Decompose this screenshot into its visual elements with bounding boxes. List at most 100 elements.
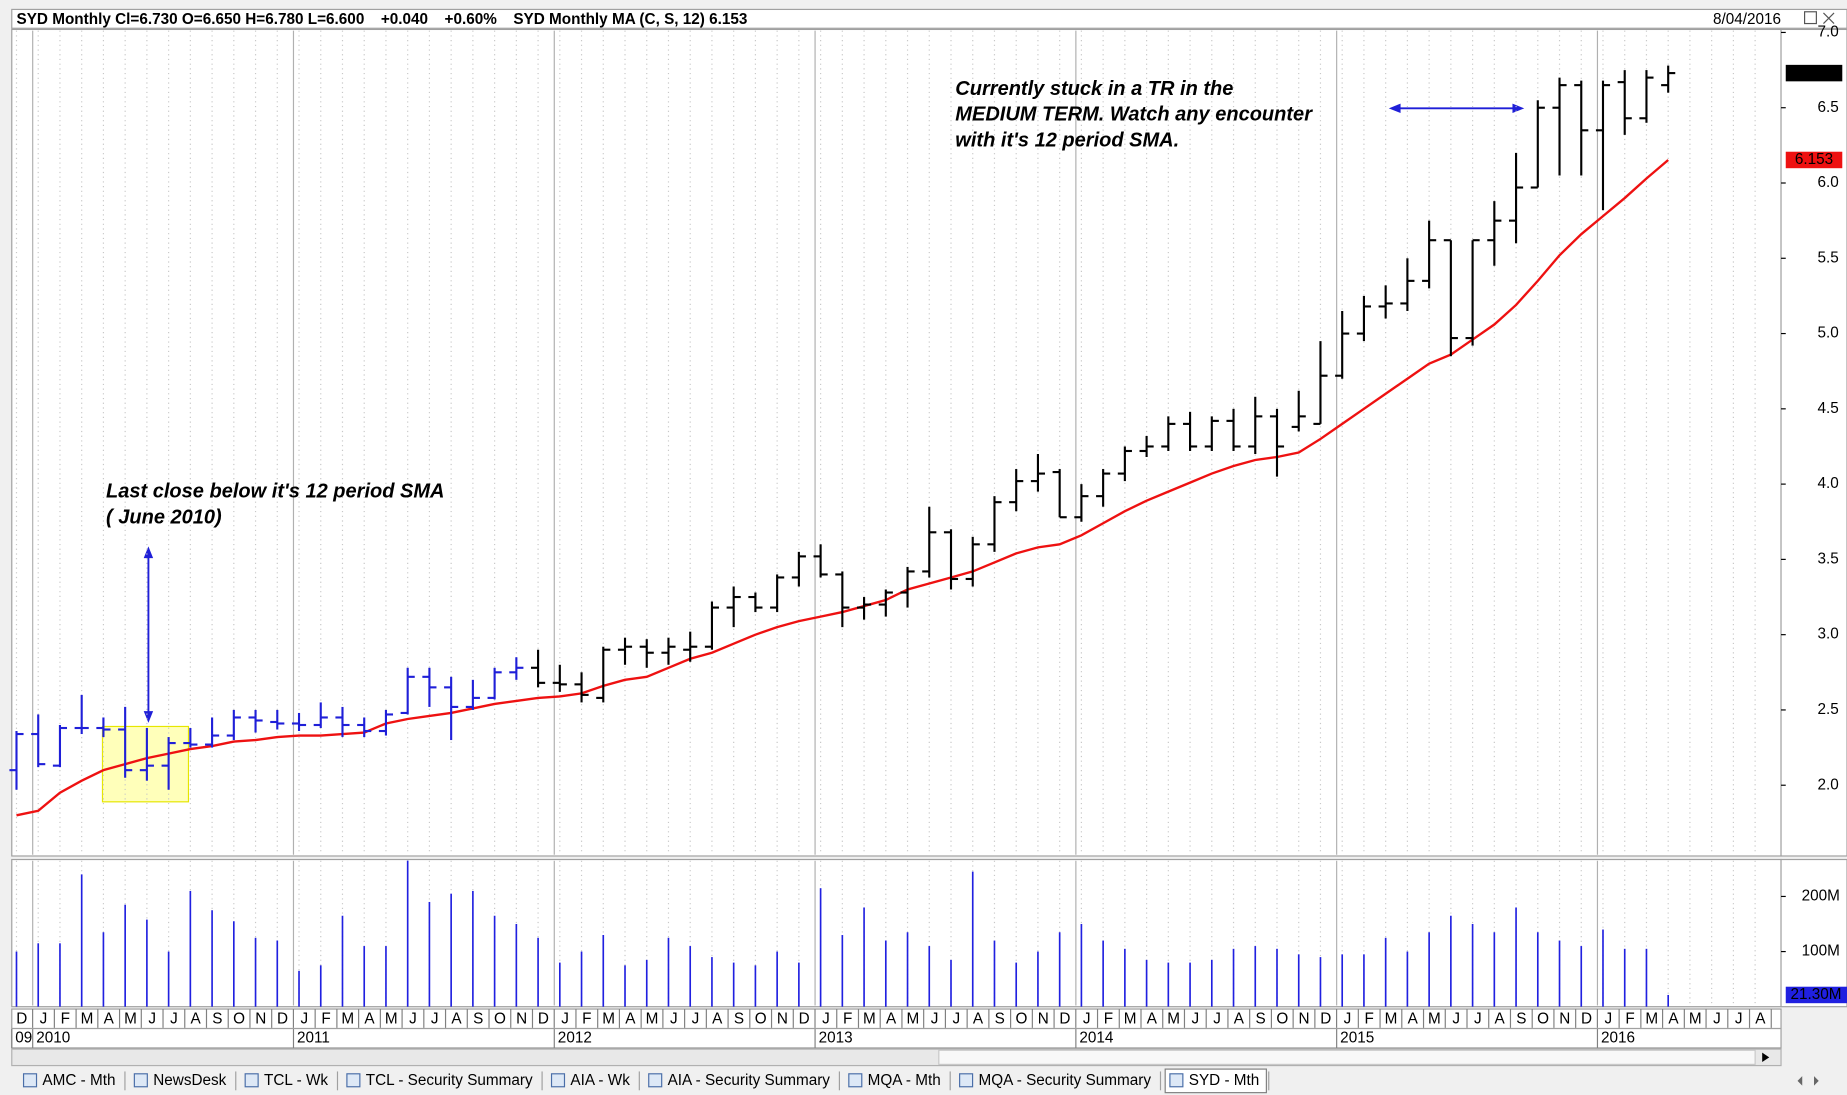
close-tag (1785, 64, 1843, 82)
x-tick-label: M (1428, 1011, 1441, 1028)
year-label: 2012 (558, 1030, 592, 1047)
x-tick-label: N (255, 1011, 266, 1028)
x-tick-label: A (1234, 1011, 1245, 1028)
tab[interactable]: MQA - Mth (844, 1069, 951, 1093)
tab-background (954, 1069, 1159, 1093)
tab-label: AMC - Mth (42, 1072, 115, 1089)
tab[interactable]: TCL - Security Summary (342, 1069, 543, 1093)
x-tick-label: J (170, 1011, 178, 1028)
tab[interactable]: SYD - Mth (1164, 1068, 1270, 1094)
x-tick-label: M (646, 1011, 659, 1028)
x-tick-label: D (1320, 1011, 1331, 1028)
tab-icon (648, 1073, 663, 1088)
tab[interactable]: AMC - Mth (18, 1069, 126, 1093)
x-tick-label: A (104, 1011, 115, 1028)
tab-background (844, 1069, 948, 1093)
x-tick-label: M (1124, 1011, 1137, 1028)
tab[interactable]: MQA - Security Summary (954, 1069, 1162, 1093)
tab[interactable]: TCL - Wk (240, 1069, 339, 1093)
marks: SYD Monthly Cl=6.730 O=6.650 H=6.780 L=6… (9, 11, 1847, 1048)
close-tag-label: 6.730 (1795, 64, 1833, 81)
header-text: SYD Monthly MA (C, S, 12) 6.153 (513, 11, 747, 28)
x-tick-label: N (1559, 1011, 1570, 1028)
arrow-range (1388, 103, 1525, 114)
tab[interactable]: NewsDesk (129, 1069, 237, 1093)
x-tick-label: A (364, 1011, 375, 1028)
price-panel (11, 28, 1782, 857)
year-label: 2010 (36, 1030, 70, 1047)
x-tick-label: A (712, 1011, 723, 1028)
x-tick-label: D (538, 1011, 549, 1028)
x-tick-label: S (995, 1011, 1005, 1028)
x-tick-label: A (625, 1011, 636, 1028)
x-tick-label: A (1668, 1011, 1679, 1028)
x-tick-label: N (1038, 1011, 1049, 1028)
x-tick-label: A (1755, 1011, 1766, 1028)
x-tick-label: J (1474, 1011, 1482, 1028)
annotation: ( June 2010) (106, 506, 222, 528)
y-tick-label: 4.5 (1818, 400, 1839, 417)
x-tick-label: A (886, 1011, 897, 1028)
x-tick-label: O (494, 1011, 506, 1028)
x-tick-label: M (385, 1011, 398, 1028)
x-tick-label: J (1452, 1011, 1460, 1028)
x-tick-label: A (1495, 1011, 1506, 1028)
y-tick-label: 6.5 (1818, 99, 1839, 116)
tab-icon (22, 1073, 38, 1088)
x-tick-label: J (1083, 1011, 1091, 1028)
annotation: Last close below it's 12 period SMA (106, 480, 445, 502)
tab-label: AIA - Security Summary (668, 1072, 831, 1089)
y-tick-label: 7.0 (1818, 23, 1839, 40)
annotation: Currently stuck in a TR in the (955, 78, 1233, 100)
year-label: 2011 (297, 1030, 330, 1047)
tabs: AMC - Mth NewsDesk TCL - Wk TCL - Security … (18, 1068, 1270, 1094)
x-tick-label: M (1689, 1011, 1702, 1028)
x-tick-label: D (1581, 1011, 1592, 1028)
tab-background (1164, 1068, 1267, 1094)
close-button[interactable] (1823, 12, 1835, 24)
volume-axis (1780, 858, 1847, 1008)
x-tick-label: J (1604, 1011, 1612, 1028)
x-tick-label: M (81, 1011, 94, 1028)
scrollbar-thumb[interactable] (938, 1049, 1756, 1065)
scroll-right-arrow[interactable] (1762, 1052, 1770, 1063)
x-tick-label: M (1645, 1011, 1658, 1028)
year-label: 2015 (1340, 1030, 1374, 1047)
x-tick-label: D (799, 1011, 810, 1028)
x-tick-label: F (843, 1011, 852, 1028)
tab-scroll[interactable] (1797, 1076, 1819, 1086)
x-tick-label: N (777, 1011, 788, 1028)
x-tick-label: J (1735, 1011, 1743, 1028)
annotation: MEDIUM TERM. Watch any encounter (955, 104, 1313, 126)
year-label: 2016 (1601, 1030, 1635, 1047)
x-tick-label: O (1537, 1011, 1549, 1028)
x-tick-label: M (1385, 1011, 1398, 1028)
x-tick-label: D (1059, 1011, 1070, 1028)
x-tick-label: A (1147, 1011, 1158, 1028)
volume-tick-label: 100M (1802, 943, 1840, 960)
x-tick-label: A (191, 1011, 202, 1028)
tab[interactable]: AIA - Wk (546, 1069, 640, 1093)
x-tick-label: S (212, 1011, 222, 1028)
x-tick-label: N (1298, 1011, 1309, 1028)
y-tick-label: 2.0 (1818, 776, 1839, 793)
x-tick-label: J (931, 1011, 939, 1028)
year-label: 2014 (1079, 1030, 1114, 1047)
x-tick-label: J (1192, 1011, 1200, 1028)
x-tick-label: J (822, 1011, 830, 1028)
x-tick-label: M (1167, 1011, 1180, 1028)
x-tick-label: J (431, 1011, 439, 1028)
x-tick-label: J (1713, 1011, 1721, 1028)
x-tick-label: D (277, 1011, 288, 1028)
y-tick-label: 3.5 (1818, 550, 1839, 567)
header-text: +0.040 (381, 11, 428, 28)
volume-tag-label: 21.30M (1790, 986, 1841, 1003)
volume-tag (1785, 986, 1847, 1004)
tab[interactable]: AIA - Security Summary (644, 1069, 840, 1093)
tab-label: NewsDesk (153, 1072, 226, 1089)
annotation: with it's 12 period SMA. (955, 130, 1179, 152)
maximize-button[interactable] (1804, 11, 1817, 25)
x-tick-label: D (16, 1011, 27, 1028)
year-label: 2013 (819, 1030, 853, 1047)
